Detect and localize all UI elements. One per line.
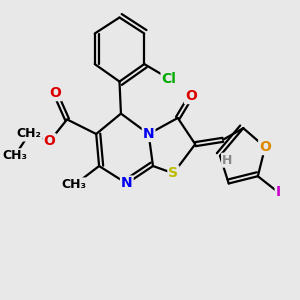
Text: CH₃: CH₃ — [62, 178, 87, 191]
Text: N: N — [121, 176, 133, 190]
Text: O: O — [44, 134, 56, 148]
Text: CH₂: CH₂ — [17, 128, 42, 140]
Text: N: N — [143, 127, 154, 141]
Text: Cl: Cl — [162, 72, 176, 86]
Text: O: O — [50, 86, 61, 100]
Text: S: S — [168, 166, 178, 180]
Text: CH₃: CH₃ — [2, 149, 27, 162]
Text: H: H — [222, 154, 232, 167]
Text: O: O — [259, 140, 271, 154]
Text: O: O — [185, 89, 197, 103]
Text: I: I — [276, 185, 281, 199]
